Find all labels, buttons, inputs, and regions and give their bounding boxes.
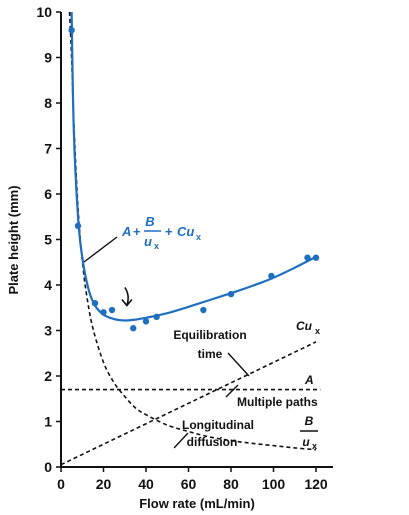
data-point bbox=[268, 272, 275, 280]
y-tick-label: 4 bbox=[44, 277, 52, 293]
x-tick-label: 80 bbox=[223, 476, 239, 492]
equilibration-time-line bbox=[60, 341, 317, 466]
y-tick-label: 10 bbox=[36, 4, 52, 20]
data-point bbox=[108, 306, 116, 314]
multiple-paths-annotation: Multiple paths A bbox=[225, 373, 318, 409]
y-tick-label: 2 bbox=[44, 368, 52, 384]
data-point bbox=[130, 325, 137, 332]
y-axis-label: Plate height (mm) bbox=[6, 185, 21, 294]
longitudinal-label-line2: diffusion bbox=[187, 435, 238, 449]
data-point bbox=[68, 27, 75, 34]
data-point bbox=[142, 318, 150, 325]
x-tick-label: 120 bbox=[304, 476, 328, 492]
longitudinal-annotation: Longitudinal diffusion B u x bbox=[173, 414, 318, 451]
arrow-head bbox=[121, 298, 133, 307]
eq-b-den: u bbox=[144, 234, 152, 249]
eq-plus-1: + bbox=[133, 224, 141, 239]
multiple-paths-leader bbox=[225, 384, 239, 398]
y-tick-label: 6 bbox=[44, 186, 52, 202]
data-point bbox=[153, 313, 160, 321]
longitudinal-term-den: u bbox=[302, 435, 310, 449]
y-tick-label: 1 bbox=[44, 414, 52, 430]
x-tick-label: 60 bbox=[181, 476, 197, 492]
equilibration-leader bbox=[227, 352, 250, 377]
y-tick-label: 7 bbox=[44, 141, 52, 157]
equilibration-label-line1: Equilibration bbox=[173, 328, 246, 342]
longitudinal-label-line1: Longitudinal bbox=[182, 418, 254, 432]
longitudinal-term-num: B bbox=[305, 414, 314, 428]
data-point bbox=[100, 309, 107, 316]
data-points bbox=[68, 27, 320, 332]
eq-b-den-sub: x bbox=[154, 241, 159, 251]
equilibration-annotation: Equilibration time Cu x bbox=[173, 319, 320, 377]
data-point bbox=[200, 306, 207, 314]
x-tick-label: 40 bbox=[138, 476, 154, 492]
y-tick-label: 3 bbox=[44, 323, 52, 339]
x-axis-label: Flow rate (mL/min) bbox=[139, 496, 255, 511]
y-tick-label: 9 bbox=[44, 50, 52, 66]
x-ticks: 0 20 40 60 80 100 120 bbox=[57, 467, 328, 492]
equilibration-term-sub: x bbox=[315, 326, 320, 336]
equilibration-term: Cu bbox=[296, 319, 313, 333]
longitudinal-term-den-sub: x bbox=[312, 441, 317, 451]
eq-b-num: B bbox=[145, 214, 154, 229]
eq-c: Cu bbox=[177, 224, 194, 239]
x-tick-label: 0 bbox=[57, 476, 65, 492]
fit-curve bbox=[70, 11, 317, 322]
x-tick-label: 100 bbox=[262, 476, 286, 492]
data-point bbox=[74, 222, 82, 230]
y-ticks: 0 1 2 3 4 5 6 7 8 9 10 bbox=[36, 4, 61, 475]
eq-c-sub: x bbox=[196, 232, 201, 242]
minimum-arrow bbox=[121, 287, 133, 307]
x-tick-label: 20 bbox=[96, 476, 112, 492]
eq-a: A bbox=[121, 224, 131, 239]
longitudinal-leader bbox=[173, 432, 189, 449]
y-tick-label: 0 bbox=[44, 459, 52, 475]
fit-equation-leader bbox=[83, 236, 118, 263]
eq-plus-2: + bbox=[165, 224, 173, 239]
data-point bbox=[312, 254, 320, 261]
fit-equation: A + B u x + Cu x bbox=[83, 214, 201, 263]
longitudinal-diffusion-curve bbox=[68, 11, 317, 451]
multiple-paths-term: A bbox=[304, 373, 314, 387]
data-point bbox=[227, 290, 235, 298]
multiple-paths-label: Multiple paths bbox=[237, 395, 318, 409]
data-point bbox=[304, 254, 311, 261]
data-point bbox=[91, 300, 99, 307]
y-tick-label: 5 bbox=[44, 232, 52, 248]
equilibration-label-line2: time bbox=[198, 347, 223, 361]
y-tick-label: 8 bbox=[44, 95, 52, 111]
